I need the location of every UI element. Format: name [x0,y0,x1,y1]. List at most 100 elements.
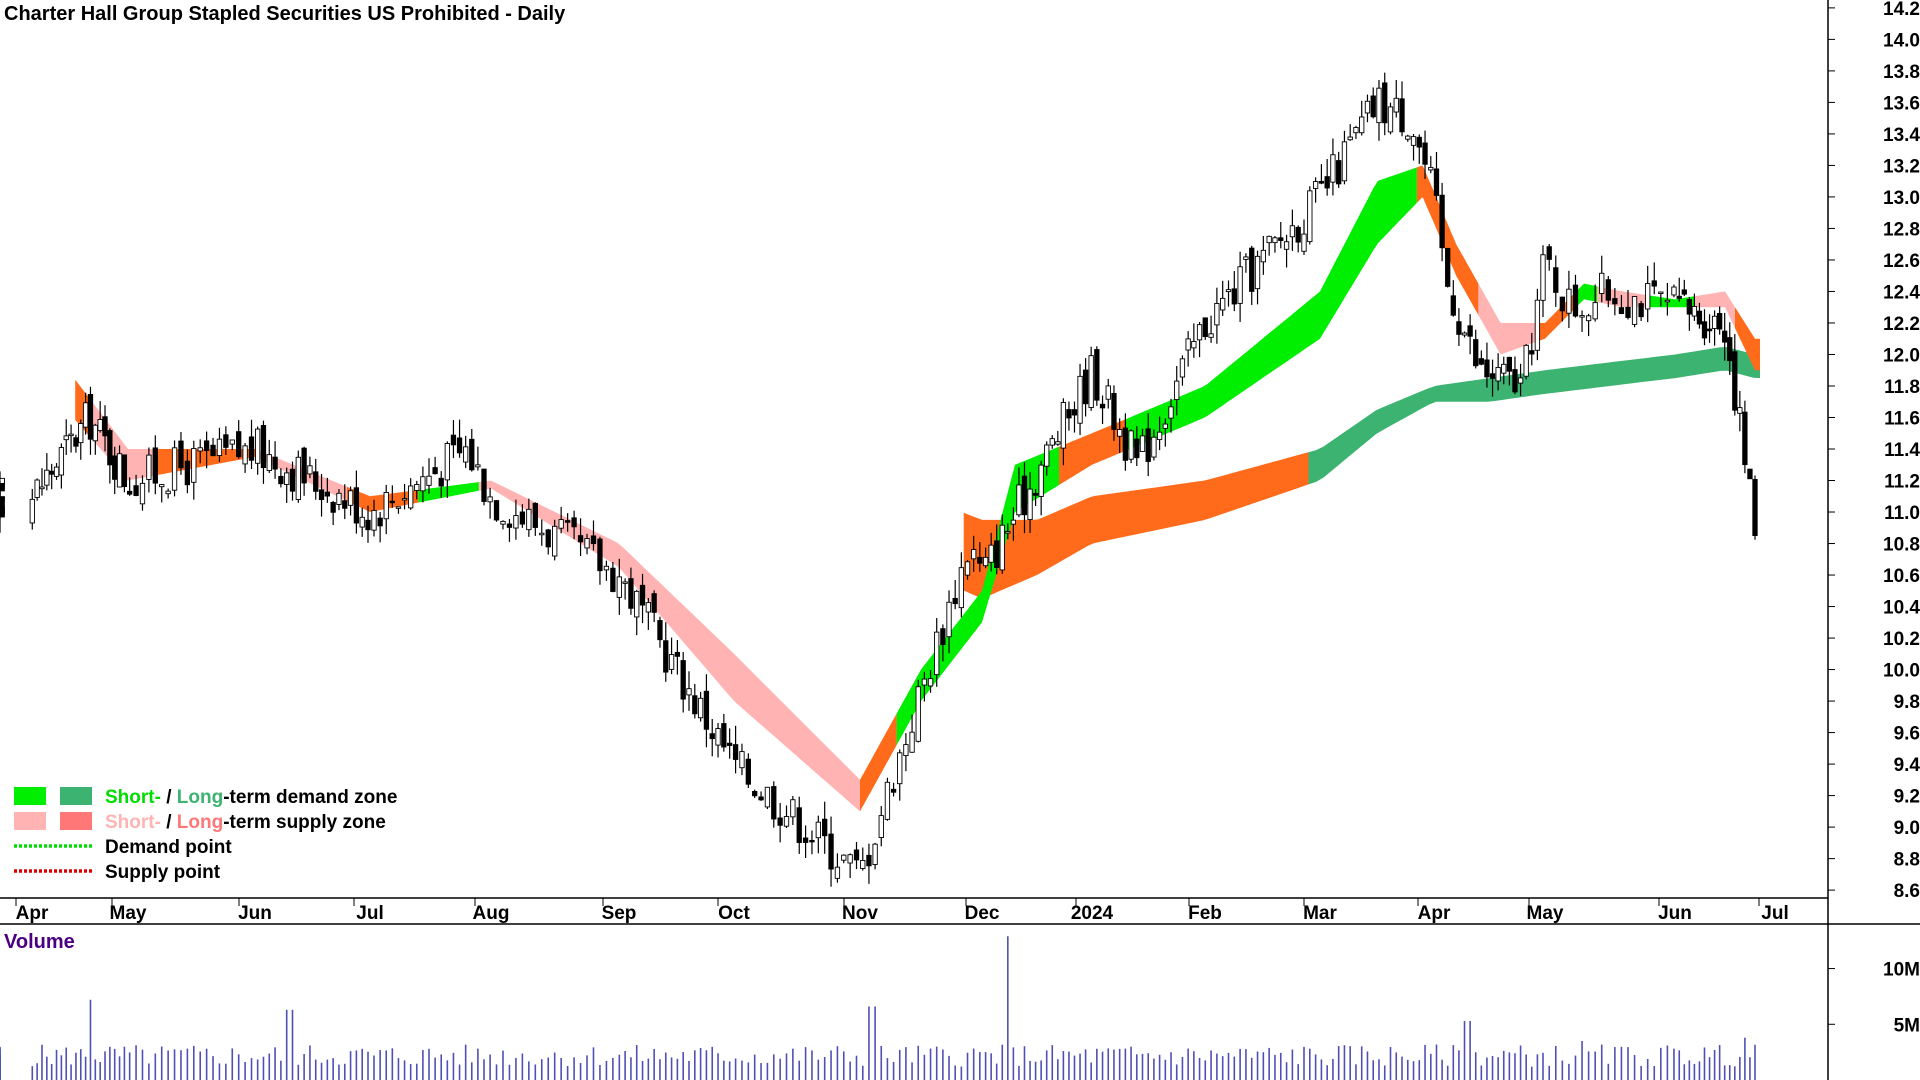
candle-down [1145,428,1151,462]
candle-down [853,849,860,861]
candle-up [1105,385,1111,400]
candle-up [1016,484,1022,516]
candle-down [1473,339,1479,367]
candle-down [260,425,267,469]
candle-up [884,781,891,820]
candle-up [1540,254,1546,301]
candle-up [739,751,745,769]
candle-down [1456,321,1462,335]
candle-up [971,549,977,560]
candle-down [1467,325,1473,337]
price-tick-label: 14.2 [1883,0,1920,20]
time-tick-label: 2024 [1071,903,1114,924]
candle-down [590,535,597,545]
candle-up [295,456,301,501]
volume-tick-label: 5M [1894,1015,1920,1036]
candle-up [383,492,389,520]
candle-down [1122,427,1129,461]
candle-up [426,475,432,486]
candle-down [210,444,216,457]
candle-down [977,556,983,564]
candle-up [1272,237,1278,244]
candle-down [1612,298,1618,305]
long-term-transition-zone [963,452,1309,599]
candle-down [1605,279,1611,301]
candle-up [603,565,610,571]
candle-up [1049,438,1055,446]
price-tick-label: 10.6 [1883,566,1920,587]
candle-up [255,428,261,464]
time-tick-label: Apr [1418,903,1451,924]
candle-up [336,492,342,505]
price-tick-label: 12.2 [1883,314,1920,335]
candle-up [171,447,178,491]
candle-up [616,576,622,598]
chart-title: Charter Hall Group Stapled Securities US… [4,3,566,25]
candle-down [628,578,634,609]
price-tick-label: 9.8 [1894,692,1920,713]
long-term-demand-zone [1308,347,1760,485]
time-tick-label: Apr [16,903,49,924]
candle-down [692,695,698,715]
candle-up [1410,136,1417,146]
candle-down [1445,247,1451,287]
price-tick-label: 11.0 [1884,503,1920,524]
candle-down [1478,358,1484,365]
candle-down [248,436,255,461]
candle-up [39,486,45,490]
candle-down [1111,393,1117,430]
legend-swatch [14,812,46,830]
candle-down [940,628,946,646]
candle-up [242,445,248,465]
candle-up [878,815,884,838]
candle-up [1289,225,1296,238]
candle-up [82,402,89,428]
candle-up [903,744,909,757]
price-tick-label: 12.6 [1883,251,1920,272]
candle-up [1312,181,1319,189]
legend-label: Short- / Long-term supply zone [105,812,386,833]
candle-down [353,487,360,524]
candle-up [1156,431,1163,441]
candle-up [92,424,98,442]
price-tick-label: 12.4 [1883,282,1920,303]
candle-down [802,837,809,843]
candle-up [1077,375,1083,424]
candle-down [506,523,513,528]
candle-down [1433,168,1440,196]
candle-up [420,476,426,492]
candle-up [53,466,60,477]
candle-down [1134,438,1140,459]
candle-up [1359,116,1365,134]
candle-down [639,584,646,606]
candle-down [184,460,191,486]
time-tick-label: Jul [1761,903,1788,924]
volume-label: Volume [4,931,75,953]
candle-down [318,489,325,501]
candle-up [946,601,952,638]
candle-up [841,854,847,861]
candle-down [703,690,710,730]
candle-up [934,631,940,676]
candle-up [584,538,590,549]
candle-up [1364,100,1371,114]
candle-down [545,529,551,548]
candle-up [1566,288,1572,314]
candle-down [1706,328,1713,332]
candle-up [964,561,971,576]
candle-down [1625,306,1631,318]
price-tick-label: 13.0 [1883,188,1920,209]
candle-down [1278,237,1284,241]
candle-down [112,455,118,480]
time-tick-label: Nov [842,903,878,924]
candle-down [1416,136,1422,148]
candle-up [558,519,564,529]
candle-up [1214,303,1220,326]
candle-up [1301,233,1307,252]
price-tick-label: 9.2 [1894,787,1920,808]
candle-up [860,859,866,869]
short-term-demand-zone [896,464,1015,746]
candle-down [133,485,139,496]
candle-up [1534,299,1541,351]
short-term-transition-zone [1059,419,1126,485]
